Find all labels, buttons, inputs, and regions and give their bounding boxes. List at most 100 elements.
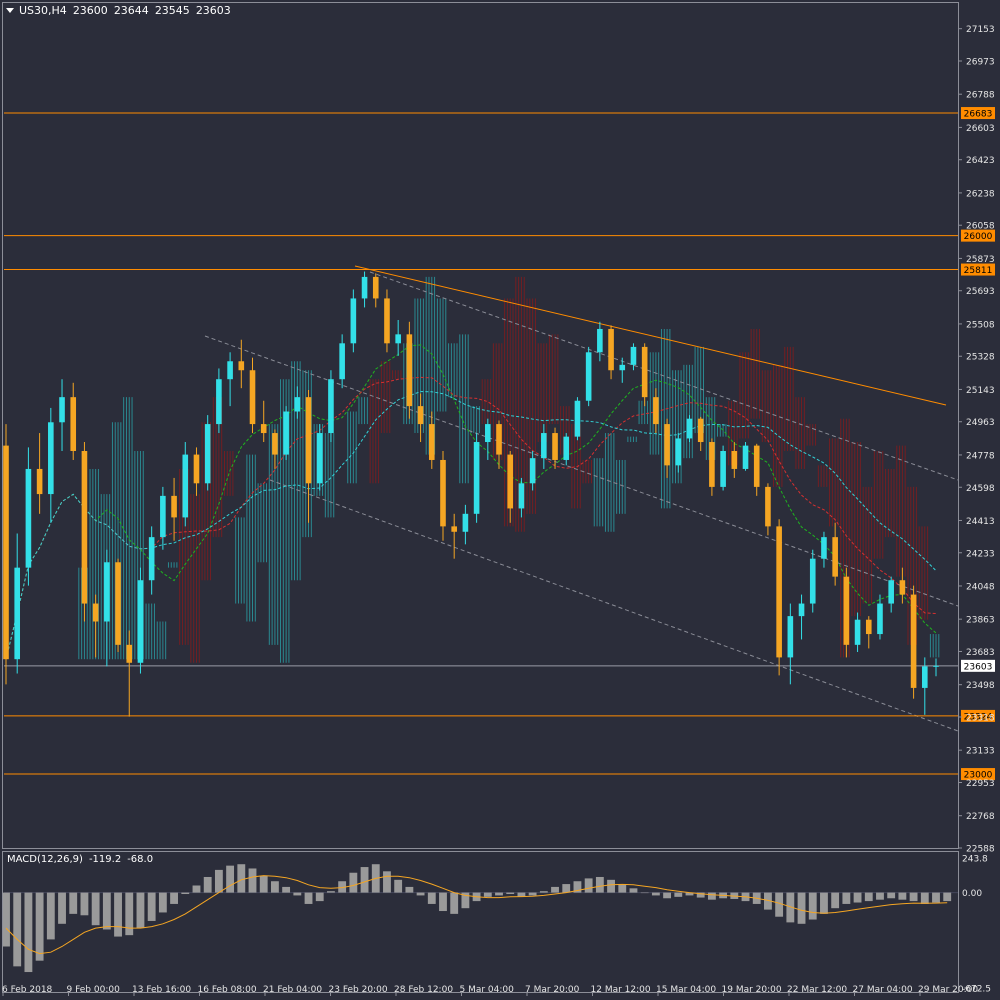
candle-body [3,445,9,660]
price-tick-label: 26238 [966,189,995,199]
ichimoku-lines [5,344,937,660]
price-tick-label: 25693 [966,287,995,297]
macd-histogram-bar [842,892,851,904]
macd-histogram-bar [91,892,100,926]
macd-histogram-bar [876,892,884,900]
macd-histogram-bar [170,892,178,904]
macd-histogram-bar [607,879,615,893]
time-tick-label: 16 Feb 08:00 [198,985,257,995]
candle-body [865,619,872,635]
current-price-tag [961,659,995,672]
candle-body [81,450,88,604]
time-tick-label: 7 Mar 20:00 [525,985,580,995]
candle-body [765,486,771,527]
macd-panel [2,864,958,973]
symbol-label: US30,H4 [19,4,67,17]
candle-body [921,666,928,688]
macd-histogram-bar [237,864,246,893]
level-price-label: 23000 [964,771,993,781]
main-panel-border [2,2,959,849]
candle-body [283,411,289,455]
price-tick-label: 24778 [966,451,995,461]
macd-histogram-bar [764,892,772,910]
price-tick-label: 23683 [966,648,995,658]
macd-histogram-bar [562,884,571,893]
level-price-label: 25811 [964,266,993,276]
candle-body [171,495,177,518]
level-price-tag [961,709,995,722]
macd-histogram-bar [158,892,167,913]
macd-tick-label: -672.5 [962,985,991,995]
macd-tick-label: 0.00 [962,889,982,899]
macd-histogram-bar [46,892,55,940]
macd-histogram-bar [192,885,201,893]
price-tick-label: 23133 [966,747,995,757]
candle-body [339,343,345,380]
macd-main-value: -119.2 [88,854,122,865]
time-axis: 6 Feb 2018 9 Feb 00:00 13 Feb 16:00 16 Feb … [2,985,978,996]
candle-body [384,298,390,344]
time-tick-label: 5 Mar 04:00 [460,985,515,995]
macd-histogram-bar [663,892,672,899]
candle-body [888,580,894,604]
macd-histogram-bar [539,891,548,893]
price-tick-label: 25873 [966,255,995,265]
macd-histogram-bar [383,871,391,893]
price-axis: 27153 26973 26788 26603 26423 26238 26058 25873… [958,25,995,995]
candle-body [216,379,222,425]
horizontal-levels[interactable]: 26683 26000 25811 23324 23000 23603 [4,107,995,781]
candle-body [910,594,917,688]
time-tick-label: 21 Feb 04:00 [263,985,322,995]
macd-histogram-bar [416,892,425,896]
candle-body [485,424,491,443]
macd-histogram-bar [898,892,907,900]
candle-body [720,450,726,487]
chart-menu-icon[interactable] [6,8,14,13]
macd-histogram-bar [58,892,66,924]
macd-histogram-bar [394,879,403,893]
candle-body [776,526,782,658]
candle-body [518,483,525,509]
price-tick-label: 25508 [966,320,995,330]
macd-histogram-bar [114,892,122,937]
macd-histogram-bar [181,892,190,895]
resistance-trendline [354,265,947,406]
candle-body [809,558,816,604]
chart-title[interactable]: US30,H4 23600 23644 23545 23603 [6,4,237,17]
macd-histogram-bar [651,892,660,896]
macd-histogram-bar [629,888,638,893]
macd-histogram-bar [595,876,604,893]
price-tick-label: 23498 [966,681,995,691]
price-tick-label: 24048 [966,582,995,592]
candle-body [36,468,43,495]
candle-body [753,445,760,487]
candle-body [675,438,682,466]
candle-body [305,397,312,484]
macd-histogram-bar [584,878,593,893]
candle-body [417,406,424,425]
level-price-tag [961,263,995,276]
time-tick-label: 15 Mar 04:00 [656,985,716,995]
ohlc-close: 23603 [195,4,231,17]
macd-histogram-bar [102,892,111,930]
macd-histogram-bar [147,892,156,921]
candle-body [160,495,166,538]
price-tick-label: 24598 [966,484,995,494]
candle-body [238,361,245,371]
candle-body [59,397,65,423]
time-tick-label: 12 Mar 12:00 [591,985,651,995]
macd-histogram-bar [2,892,10,947]
time-tick-label: 27 Mar 04:00 [853,985,913,995]
macd-histogram-bar [820,892,828,914]
macd-histogram-bar [461,892,470,909]
candle-body [361,276,368,299]
macd-histogram-bar [853,892,862,903]
macd-histogram-bar [696,892,705,898]
senkou-line [5,390,937,660]
candle-body [496,424,502,455]
candle-body [507,454,514,509]
candle-body [462,513,469,532]
candle-body [92,603,99,622]
